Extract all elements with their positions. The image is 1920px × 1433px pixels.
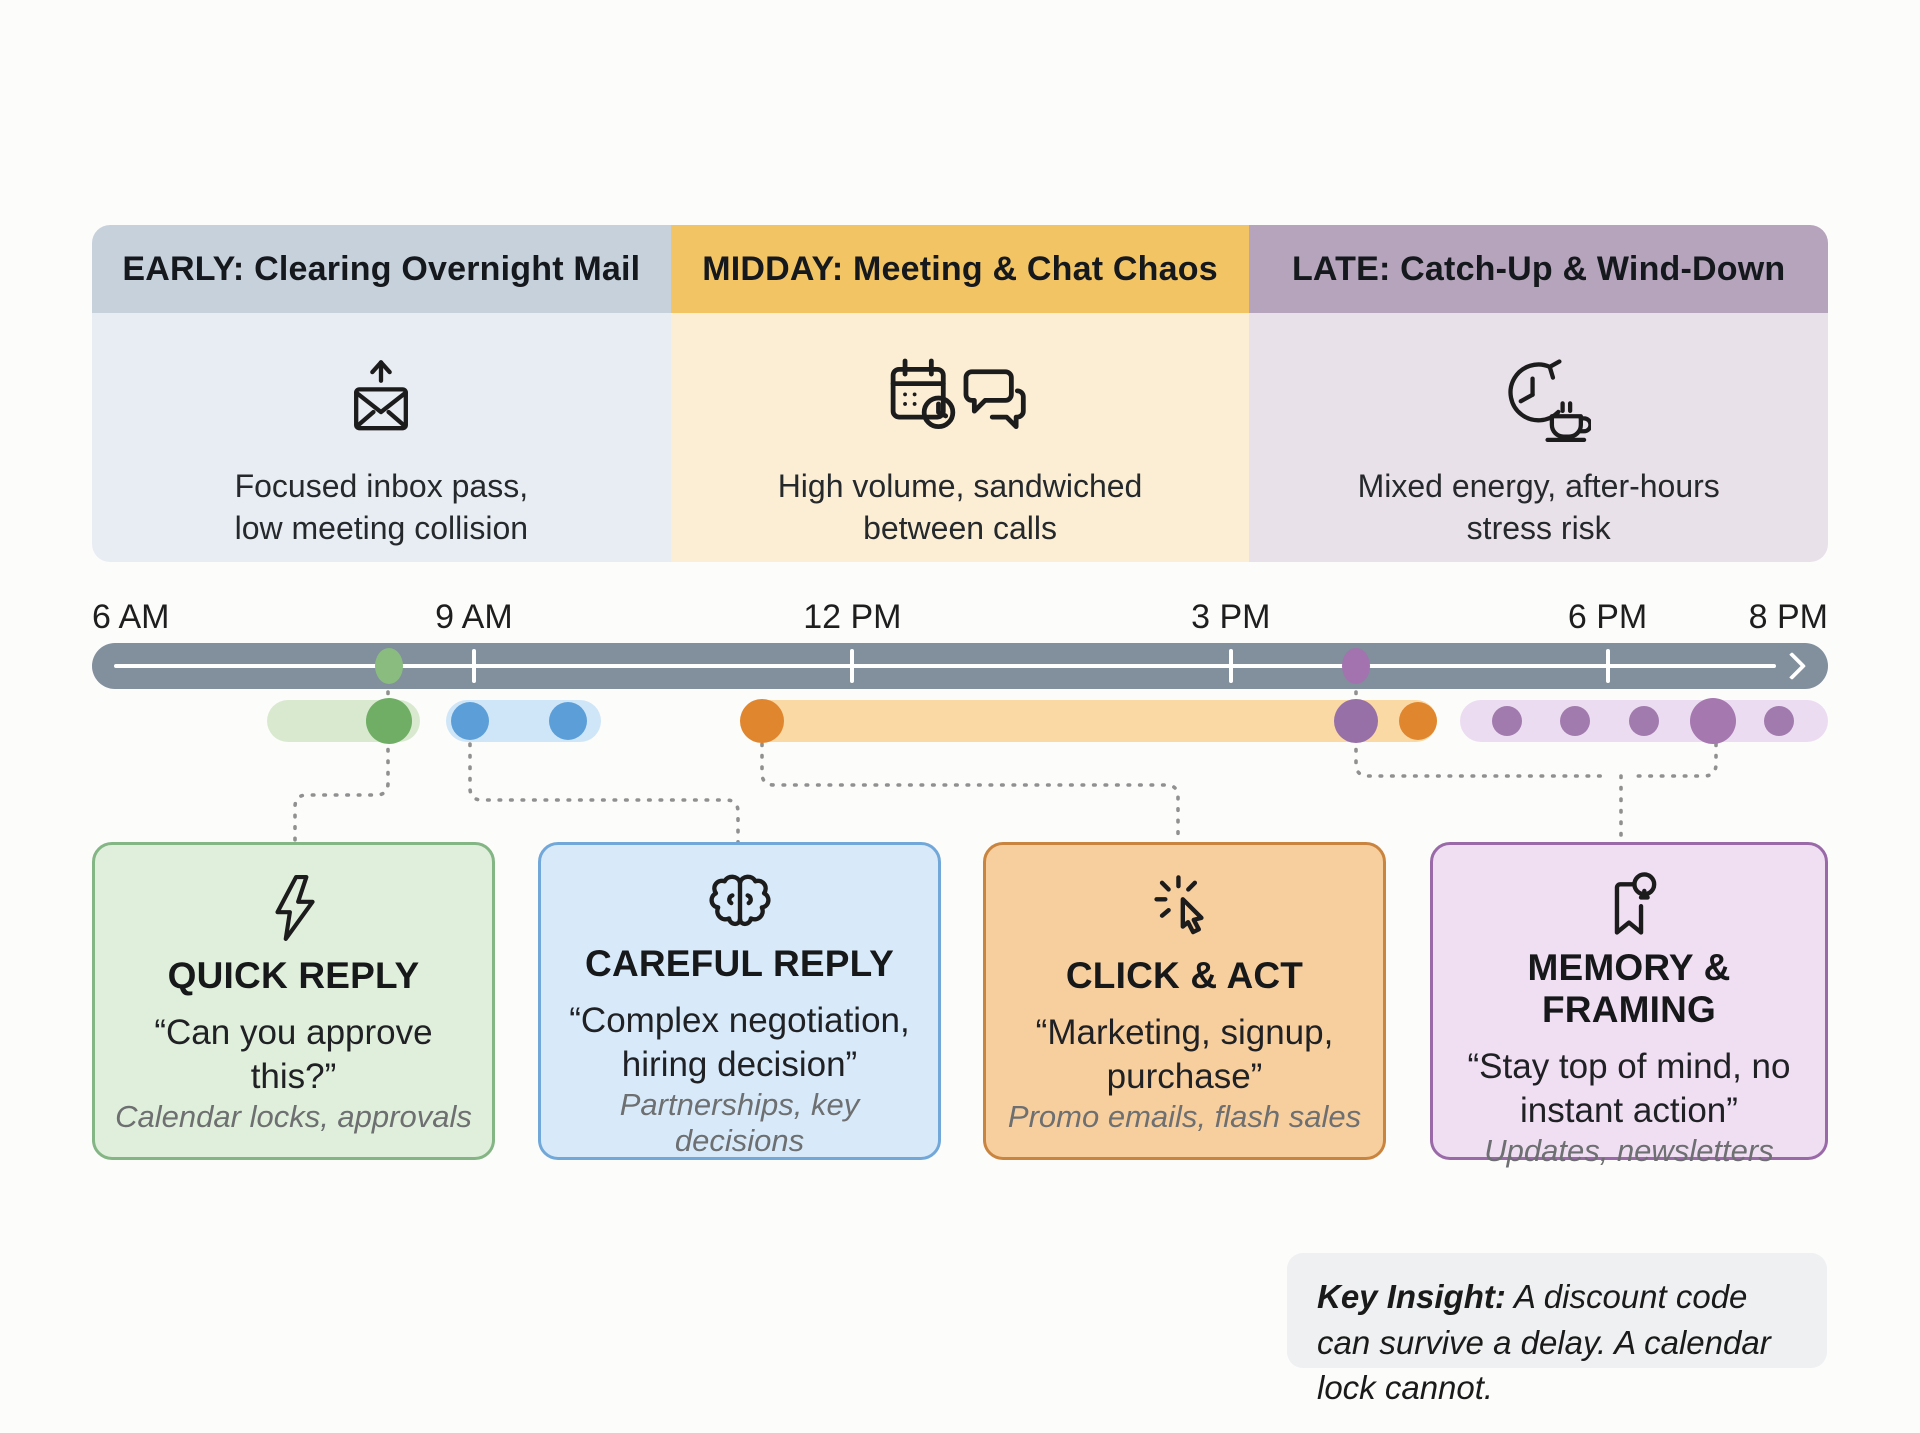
phase-late-title: LATE: Catch-Up & Wind-Down (1291, 249, 1786, 288)
card-careful-reply-subtitle: Partnerships, key decisions (619, 1087, 860, 1158)
card-click-act-title: CLICK & ACT (1065, 955, 1304, 996)
timeline-tick (850, 649, 855, 683)
timeline-tick (1605, 649, 1610, 683)
careful-reply-window-dot (548, 702, 587, 740)
mail-send-icon (342, 353, 420, 443)
memory-window-dot (1690, 698, 1737, 744)
event-windows (92, 698, 1828, 744)
connector-quick-reply (293, 690, 390, 844)
click-act-window-dot (1333, 699, 1378, 743)
card-quick-reply-subtitle: Calendar locks, approvals (115, 1099, 472, 1134)
day-phase-strip: EARLY: Clearing Overnight Mail Focused i… (92, 225, 1828, 562)
brain-icon (705, 869, 775, 935)
phase-early: EARLY: Clearing Overnight Mail Focused i… (92, 225, 671, 562)
phase-early-body: Focused inbox pass, low meeting collisio… (92, 313, 671, 562)
phase-early-description: Focused inbox pass, low meeting collisio… (234, 468, 529, 547)
timeline-tick (1228, 649, 1233, 683)
card-memory-framing-subtitle: Updates, newsletters (1484, 1133, 1774, 1168)
time-label: 6 AM (92, 598, 170, 636)
time-label: 8 PM (1748, 598, 1828, 636)
phase-late: LATE: Catch-Up & Wind-Down Mixed energy,… (1249, 225, 1828, 562)
timeline-event-dot (374, 648, 403, 684)
card-careful-reply-title: CAREFUL REPLY (585, 943, 894, 984)
card-memory-framing-title: MEMORY & FRAMING (1527, 947, 1731, 1030)
connector-careful-reply (468, 742, 740, 844)
connector-memory-left (1354, 690, 1611, 778)
phase-midday-title: MIDDAY: Meeting & Chat Chaos (702, 249, 1218, 288)
memory-window-dot (1491, 706, 1522, 736)
phase-midday: MIDDAY: Meeting & Chat Chaos High volume… (670, 225, 1250, 562)
key-insight-label: Key Insight: (1317, 1278, 1506, 1315)
phase-midday-description: High volume, sandwiched between calls (777, 468, 1143, 547)
calendar-clock-chat-icon (885, 353, 1035, 443)
card-quick-reply-quote: “Can you approve this?” (154, 1013, 433, 1096)
connector-memory-right (1631, 742, 1718, 778)
quick-reply-window-dot (365, 698, 412, 744)
timeline-tick (471, 649, 476, 683)
time-label: 6 PM (1567, 598, 1648, 636)
key-insight-box: Key Insight: A discount code can survive… (1287, 1253, 1827, 1406)
click-act-window-dot (1399, 702, 1438, 740)
cursor-click-icon (1150, 869, 1220, 947)
card-click-act: CLICK & ACT “Marketing, signup, purchase… (983, 842, 1386, 1160)
phase-late-body: Mixed energy, after-hours stress risk (1249, 313, 1828, 562)
phase-early-header: EARLY: Clearing Overnight Mail (92, 225, 671, 313)
card-quick-reply: QUICK REPLY “Can you approve this?” Cale… (92, 842, 495, 1160)
phase-midday-header: MIDDAY: Meeting & Chat Chaos (670, 225, 1250, 313)
click-act-window-dot (740, 699, 785, 743)
time-label: 3 PM (1191, 598, 1271, 636)
click-act-window (748, 700, 1438, 742)
card-memory-framing: MEMORY & FRAMING “Stay top of mind, no i… (1430, 842, 1828, 1168)
timeline-labels: 6 AM 9 AM 12 PM 3 PM 6 PM 8 PM (92, 598, 1828, 640)
phase-late-description: Mixed energy, after-hours stress risk (1357, 468, 1720, 547)
card-careful-reply: CAREFUL REPLY “Complex negotiation, hiri… (538, 842, 941, 1160)
bookmark-bulb-icon (1594, 869, 1664, 939)
card-quick-reply-title: QUICK REPLY (167, 955, 420, 996)
time-label: 9 AM (435, 598, 513, 636)
timeline-bar (92, 643, 1828, 689)
timeline-arrow-icon (1777, 651, 1807, 681)
phase-late-header: LATE: Catch-Up & Wind-Down (1249, 225, 1828, 313)
phase-midday-body: High volume, sandwiched between calls (670, 313, 1250, 562)
card-click-act-subtitle: Promo emails, flash sales (1007, 1099, 1362, 1134)
lightning-icon (261, 869, 327, 947)
memory-window-dot (1628, 706, 1659, 736)
time-label: 12 PM (803, 598, 902, 636)
phase-early-title: EARLY: Clearing Overnight Mail (122, 249, 641, 288)
memory-window-dot (1559, 706, 1590, 736)
connector-lines (293, 690, 1718, 844)
card-click-act-quote: “Marketing, signup, purchase” (1035, 1013, 1334, 1096)
timeline-axis-line (114, 664, 1776, 668)
card-memory-framing-quote: “Stay top of mind, no instant action” (1467, 1047, 1791, 1130)
memory-window-dot (1764, 706, 1795, 736)
card-careful-reply-quote: “Complex negotiation, hiring decision” (569, 1001, 910, 1084)
key-insight-text: A discount code can survive a delay. A c… (1317, 1278, 1771, 1407)
clock-coffee-icon (1487, 353, 1591, 443)
connector-click-act (760, 742, 1180, 844)
timeline-event-dot (1341, 648, 1370, 684)
careful-reply-window-dot (451, 702, 490, 740)
